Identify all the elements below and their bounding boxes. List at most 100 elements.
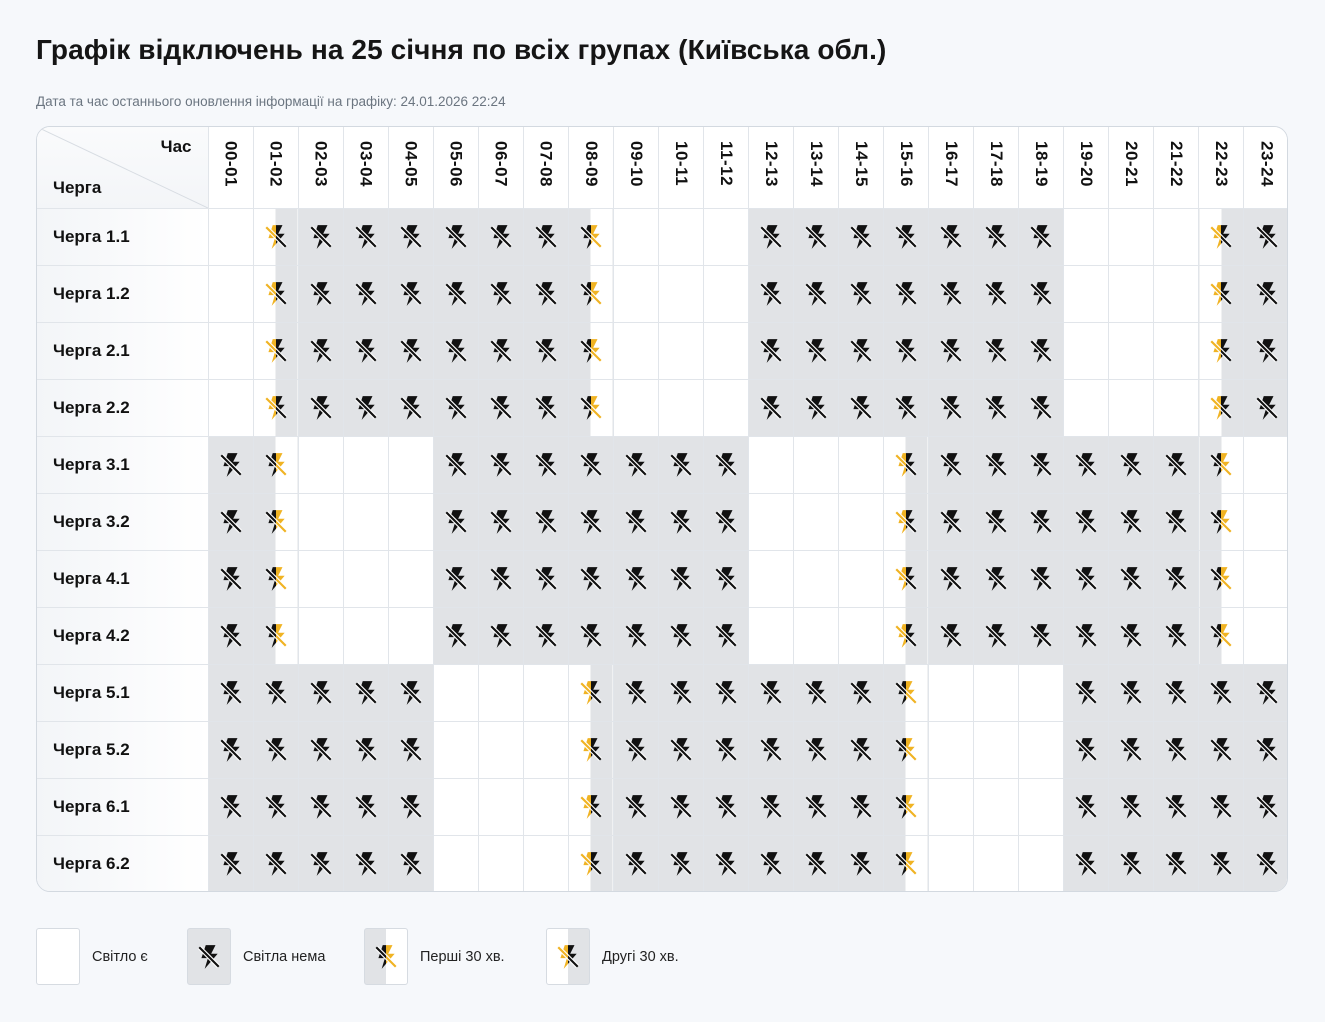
- hour-header-label: 14-15: [851, 141, 871, 187]
- legend-label: Другі 30 хв.: [602, 948, 679, 965]
- no-power-icon: [759, 224, 783, 249]
- schedule-cell: [747, 207, 794, 266]
- no-power-icon: [219, 680, 242, 705]
- table-row: Черга 4.2: [37, 606, 1287, 665]
- queue-label: Черга 1.2: [37, 264, 209, 323]
- no-power-icon: [1119, 794, 1143, 819]
- no-power-icon: [354, 851, 377, 876]
- no-power-icon: [984, 623, 1008, 648]
- no-power-icon: [197, 944, 221, 969]
- schedule-cell: [792, 435, 839, 494]
- schedule-cell: [702, 435, 749, 494]
- no-power-icon: [849, 338, 873, 363]
- no-power-first-half-icon: [894, 851, 918, 876]
- schedule-cell: [657, 207, 704, 266]
- schedule-cell: [612, 378, 659, 437]
- schedule-cell: [927, 207, 975, 266]
- schedule-cell: [1243, 264, 1287, 323]
- schedule-cell: [387, 663, 434, 722]
- schedule-cell: [297, 549, 344, 608]
- queue-label: Черга 1.1: [37, 207, 209, 266]
- no-power-icon: [264, 794, 287, 819]
- table-row: Черга 5.1: [37, 663, 1287, 722]
- schedule-cell: [837, 834, 884, 891]
- schedule-cell: [792, 720, 839, 779]
- no-power-icon: [1119, 851, 1143, 876]
- hour-header-label: 18-19: [1032, 141, 1052, 187]
- no-power-first-half-icon: [894, 737, 918, 762]
- no-power-second-half-icon: [579, 680, 603, 705]
- hour-header-06-07: 06-07: [477, 127, 524, 209]
- schedule-cell: [432, 378, 479, 437]
- schedule-cell: [1243, 663, 1287, 722]
- no-power-second-half-icon: [894, 566, 918, 591]
- no-power-icon: [354, 737, 377, 762]
- schedule-cell: [477, 834, 524, 891]
- schedule-cell: [297, 492, 344, 551]
- hour-header-14-15: 14-15: [837, 127, 884, 209]
- no-power-icon: [489, 281, 512, 306]
- hour-header-15-16: 15-16: [882, 127, 930, 209]
- schedule-cell: [207, 378, 254, 437]
- schedule-cell: [432, 720, 479, 779]
- schedule-cell: [837, 207, 884, 266]
- no-power-icon: [1119, 680, 1143, 705]
- schedule-cell: [1153, 834, 1200, 891]
- schedule-cell: [1243, 207, 1287, 266]
- queue-label: Черга 2.1: [37, 321, 209, 380]
- schedule-cell: [522, 720, 569, 779]
- schedule-cell: [1243, 720, 1287, 779]
- no-power-icon: [1029, 395, 1053, 420]
- schedule-cell: [1198, 207, 1245, 266]
- no-power-icon: [309, 794, 332, 819]
- no-power-second-half-icon: [264, 338, 287, 363]
- legend-label: Перші 30 хв.: [420, 948, 505, 965]
- no-power-icon: [714, 851, 738, 876]
- no-power-icon: [804, 224, 828, 249]
- no-power-icon: [219, 452, 242, 477]
- schedule-cell: [882, 207, 930, 266]
- schedule-cell: [432, 492, 479, 551]
- table-row: Черга 4.1: [37, 549, 1287, 608]
- no-power-icon: [534, 623, 558, 648]
- schedule-cell: [342, 492, 389, 551]
- no-power-icon: [939, 509, 963, 534]
- no-power-icon: [939, 224, 963, 249]
- schedule-cell: [252, 777, 299, 836]
- no-power-icon: [264, 737, 287, 762]
- no-power-icon: [759, 281, 783, 306]
- schedule-cell: [567, 435, 614, 494]
- schedule-cell: [1108, 264, 1155, 323]
- schedule-cell: [207, 264, 254, 323]
- hour-header-label: 10-11: [671, 141, 691, 187]
- schedule-cell: [882, 435, 930, 494]
- schedule-cell: [297, 834, 344, 891]
- no-power-icon: [444, 509, 467, 534]
- schedule-cell: [1243, 492, 1287, 551]
- schedule-cell: [1108, 435, 1155, 494]
- schedule-cell: [973, 264, 1020, 323]
- hour-header-19-20: 19-20: [1063, 127, 1110, 209]
- no-power-icon: [1029, 338, 1053, 363]
- schedule-cell: [973, 720, 1020, 779]
- schedule-cell: [792, 378, 839, 437]
- no-power-icon: [1255, 680, 1278, 705]
- schedule-cell: [792, 606, 839, 665]
- no-power-icon: [804, 338, 828, 363]
- queue-label: Черга 5.2: [37, 720, 209, 779]
- schedule-cell: [1108, 834, 1155, 891]
- no-power-icon: [354, 281, 377, 306]
- no-power-icon: [624, 794, 648, 819]
- no-power-icon: [1074, 737, 1098, 762]
- schedule-cell: [252, 435, 299, 494]
- hour-header-03-04: 03-04: [342, 127, 389, 209]
- schedule-cell: [252, 834, 299, 891]
- schedule-cell: [477, 777, 524, 836]
- no-power-icon: [714, 452, 738, 477]
- schedule-cell: [252, 663, 299, 722]
- schedule-cell: [1018, 264, 1065, 323]
- schedule-cell: [792, 492, 839, 551]
- schedule-cell: [1018, 207, 1065, 266]
- schedule-cell: [973, 207, 1020, 266]
- no-power-first-half-icon: [579, 395, 603, 420]
